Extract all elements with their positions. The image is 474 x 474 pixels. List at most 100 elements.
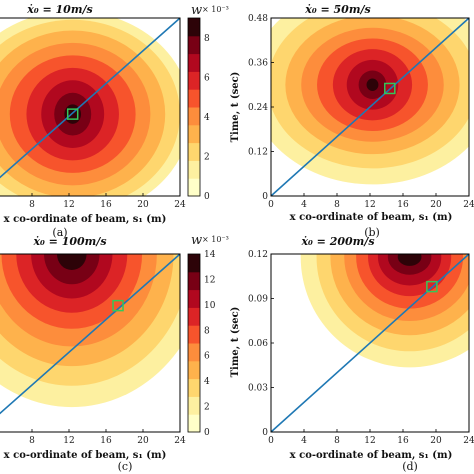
panel-c-colorbar-tick: 14: [204, 250, 216, 260]
panel-a-xtick-label: 20: [137, 200, 149, 210]
panel-d-xlabel: x co-ordinate of beam, s₁ (m): [290, 450, 453, 461]
panel-c-title: ẋ₀ = 100m/s: [32, 235, 106, 248]
colorbar-c-exponent: × 10⁻³: [202, 235, 229, 244]
panel-a-marker: [66, 108, 79, 120]
panel-c-colorbar-tick: 4: [204, 377, 210, 387]
panel-b-contour-level-9: [366, 78, 379, 91]
panel-c-colorbar-band: [188, 378, 200, 397]
panel-b-xtick-label: 12: [364, 200, 375, 210]
panel-a-colorbar-band: [188, 178, 200, 197]
panel-a-plot: [0, 18, 180, 196]
panel-a-xtick-label: 16: [100, 200, 112, 210]
panel-a-colorbar-band: [188, 89, 200, 108]
panel-b-xtick-label: 24: [463, 200, 474, 210]
panel-b-ytick-label: 0.24: [248, 103, 268, 113]
panel-b-ytick-label: 0.36: [248, 59, 268, 69]
panel-c-colorbar-tick: 0: [204, 428, 210, 438]
panel-a-colorbar-frame: [187, 17, 201, 197]
panel-a-colorbar-band: [188, 18, 200, 37]
panel-c-xtick-label: 20: [137, 436, 149, 446]
panel-c-colorbar-band: [188, 343, 200, 362]
panel-a: ẋ₀ = 10m/s (a) x co-ordinate of beam, s₁…: [4, 3, 229, 239]
panel-d-ytick-label: 0.03: [248, 384, 268, 394]
panel-d-plot: [271, 254, 469, 432]
panel-b-ytick-label: 0: [262, 192, 268, 202]
panel-b-ylabel: Time, t (sec): [230, 72, 241, 143]
panel-d-xtick-label: 0: [268, 436, 274, 446]
panel-d-xtick-label: 4: [301, 436, 307, 446]
panel-d-ytick-label: 0.12: [248, 250, 268, 260]
panel-b-xtick-label: 16: [397, 200, 409, 210]
panel-b-xlabel: x co-ordinate of beam, s₁ (m): [290, 212, 453, 223]
panel-b-xtick-label: 4: [301, 200, 307, 210]
panel-d-ylabel: Time, t (sec): [230, 307, 241, 378]
panel-b-caption: (b): [364, 226, 380, 239]
panel-a-colorbar-band: [188, 107, 200, 126]
panel-b-ytick-label: 0.48: [248, 14, 268, 24]
panel-c-xtick-label: 8: [29, 436, 35, 446]
panel-b-plot: [271, 18, 469, 196]
panel-b-xtick-label: 0: [268, 200, 274, 210]
panel-c-colorbar-tick: 6: [204, 352, 210, 362]
panel-a-xtick-label: 12: [63, 200, 74, 210]
panel-a-colorbar-band: [188, 124, 200, 144]
colorbar-c-label: w: [191, 233, 202, 248]
panel-a-colorbar-tick: 0: [204, 192, 210, 202]
panel-a-colorbar-tick: 4: [204, 113, 210, 123]
panel-c-colorbar-band: [188, 289, 200, 308]
panel-c-colorbar-tick: 8: [204, 326, 210, 336]
panel-b-ytick-label: 0.12: [248, 148, 268, 158]
panel-b-title: ẋ₀ = 50m/s: [304, 3, 370, 16]
panel-d-xtick-label: 12: [364, 436, 375, 446]
panel-b-marker: [384, 82, 396, 95]
panel-c-xtick-label: 24: [174, 436, 186, 446]
panel-d: ẋ₀ = 200m/s (d) x co-ordinate of beam, s…: [230, 235, 452, 473]
colorbar-a-exponent: × 10⁻³: [202, 5, 229, 14]
panel-c-colorbar-tick: 2: [204, 403, 210, 413]
panel-c-colorbar-band: [188, 307, 200, 326]
panel-d-marker: [426, 280, 438, 293]
panel-c-trajectory-line: [0, 254, 180, 415]
panel-d-ytick-label: 0: [262, 428, 268, 438]
panel-c-colorbar-band: [188, 414, 200, 433]
panel-b-xtick-label: 20: [430, 200, 442, 210]
panel-d-ytick-label: 0.06: [248, 339, 268, 349]
panel-d-trajectory-line: [271, 254, 469, 432]
panel-a-xtick-label: 24: [174, 200, 186, 210]
panel-c-xlabel: x co-ordinate of beam, s₁ (m): [4, 450, 167, 461]
panel-c-marker: [112, 299, 124, 312]
panel-d-xtick-label: 8: [334, 436, 340, 446]
panel-c-caption: (c): [118, 460, 133, 473]
panel-c-colorbar-tick: 12: [204, 275, 215, 285]
panel-d-xtick-label: 20: [430, 436, 442, 446]
panel-c-plot: [0, 254, 180, 432]
panel-b-trajectory-line: [271, 18, 469, 196]
panel-a-colorbar-band: [188, 53, 200, 72]
panel-b-xtick-label: 8: [334, 200, 340, 210]
panel-a-colorbar-band: [188, 160, 200, 179]
panel-a-colorbar-band: [188, 71, 200, 90]
panel-a-colorbar-band: [188, 142, 200, 161]
panel-c-colorbar-band: [188, 360, 200, 380]
panel-c-colorbar-band: [188, 254, 200, 273]
panel-a-xlabel: x co-ordinate of beam, s₁ (m): [4, 214, 167, 225]
panel-c-xtick-label: 12: [63, 436, 74, 446]
panel-a-title: ẋ₀ = 10m/s: [26, 3, 92, 16]
panel-c-xtick-label: 16: [100, 436, 112, 446]
panel-a-frame: [0, 17, 181, 197]
panel-c-colorbar-band: [188, 396, 200, 415]
panel-a-colorbar-tick: 8: [204, 34, 210, 44]
panel-c-colorbar-band: [188, 325, 200, 344]
panel-d-xtick-label: 24: [463, 436, 474, 446]
panel-a-colorbar-tick: 2: [204, 152, 210, 162]
panel-a-caption: (a): [52, 226, 67, 239]
panel-d-title: ẋ₀ = 200m/s: [300, 235, 374, 248]
panel-a-colorbar-tick: 6: [204, 73, 210, 83]
panel-c-frame: [0, 253, 181, 433]
colorbar-a-label: w: [191, 3, 202, 18]
panel-c-colorbar-band: [188, 271, 200, 291]
panel-c: ẋ₀ = 100m/s (c) x co-ordinate of beam, s…: [4, 233, 229, 473]
panel-d-caption: (d): [402, 460, 418, 473]
panel-a-trajectory-line: [0, 18, 180, 179]
